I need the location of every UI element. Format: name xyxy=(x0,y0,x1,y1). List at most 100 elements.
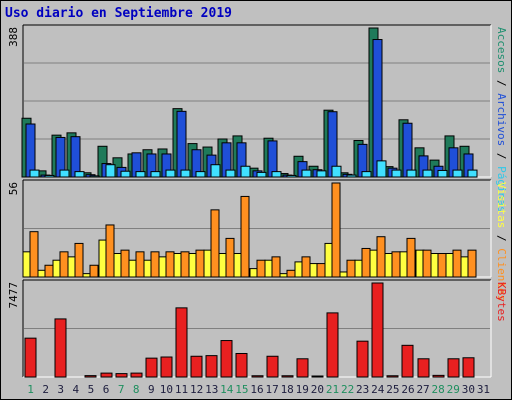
bar-clientes-day-15 xyxy=(240,195,250,278)
y-axis-label-part: Páginas xyxy=(495,166,508,212)
y-max-label: 388 xyxy=(7,27,20,47)
y-axis-label: KBytes xyxy=(495,282,508,322)
bar-clientes-day-8 xyxy=(135,251,145,278)
bar-pginas-day-3 xyxy=(59,169,70,178)
bar-kbytes-day-10 xyxy=(160,356,173,378)
x-tick-label: 15 xyxy=(235,383,248,396)
x-tick-label: 31 xyxy=(477,383,490,396)
bar-pginas-day-11 xyxy=(180,169,191,178)
x-tick-label: 2 xyxy=(42,383,49,396)
bar-pginas-day-19 xyxy=(301,169,312,178)
x-tick-label: 1 xyxy=(27,383,34,396)
x-tick-label: 28 xyxy=(432,383,445,396)
bar-clientes-day-23 xyxy=(361,247,371,278)
bar-clientes-day-16 xyxy=(256,259,266,278)
x-tick-label: 21 xyxy=(326,383,339,396)
bar-clientes-day-10 xyxy=(165,251,175,278)
bar-kbytes-day-9 xyxy=(145,357,158,378)
bar-pginas-day-14 xyxy=(225,169,236,178)
bar-kbytes-day-1 xyxy=(24,337,37,378)
bar-kbytes-day-26 xyxy=(401,344,414,378)
bar-kbytes-day-14 xyxy=(220,340,233,378)
x-tick-label: 5 xyxy=(88,383,95,396)
x-tick-label: 14 xyxy=(220,383,234,396)
y-axis-label-part: Clientes xyxy=(495,248,508,301)
x-tick-label: 17 xyxy=(265,383,278,396)
bar-pginas-day-17 xyxy=(271,171,282,178)
x-tick-label: 13 xyxy=(205,383,218,396)
bar-clientes-day-21 xyxy=(331,182,341,278)
bar-kbytes-day-28 xyxy=(432,374,445,378)
x-tick-label: 30 xyxy=(462,383,475,396)
bar-clientes-day-1 xyxy=(29,231,39,278)
bar-kbytes-day-19 xyxy=(296,358,309,378)
bar-kbytes-day-25 xyxy=(386,375,399,378)
x-tick-label: 10 xyxy=(160,383,173,396)
bar-pginas-day-9 xyxy=(150,171,161,178)
bar-pginas-day-23 xyxy=(361,171,372,178)
x-tick-label: 7 xyxy=(118,383,125,396)
bar-kbytes-day-3 xyxy=(54,318,67,378)
chart-title: Uso diario en Septiembre 2019 xyxy=(5,6,232,21)
bar-clientes-day-4 xyxy=(74,242,84,278)
x-tick-label: 19 xyxy=(296,383,309,396)
bar-pginas-day-4 xyxy=(74,171,85,178)
bar-kbytes-day-23 xyxy=(356,340,369,378)
bar-pginas-day-1 xyxy=(29,169,40,178)
x-tick-label: 3 xyxy=(57,383,64,396)
bar-pginas-day-13 xyxy=(210,164,221,178)
bar-pginas-day-30 xyxy=(467,169,478,178)
x-tick-label: 23 xyxy=(356,383,369,396)
x-tick-label: 8 xyxy=(133,383,140,396)
bar-clientes-day-20 xyxy=(316,263,326,278)
bar-pginas-day-27 xyxy=(422,169,433,178)
bar-clientes-day-12 xyxy=(195,249,205,278)
bar-kbytes-day-21 xyxy=(326,312,339,378)
bar-kbytes-day-15 xyxy=(235,352,248,378)
y-axis-label: Accesos / Archivos / Páginas xyxy=(495,27,508,212)
y-axis-label-part: / xyxy=(495,73,508,93)
bar-pginas-day-15 xyxy=(240,165,251,178)
bar-archivos-day-11 xyxy=(176,110,187,178)
bar-kbytes-day-17 xyxy=(266,355,279,378)
bar-pginas-day-24 xyxy=(376,160,387,178)
bar-pginas-day-5 xyxy=(89,175,100,178)
bar-clientes-day-18 xyxy=(286,269,296,278)
y-axis-label-part: Visitas xyxy=(495,182,508,228)
x-tick-label: 12 xyxy=(190,383,203,396)
bar-archivos-day-1 xyxy=(25,123,36,178)
bar-pginas-day-16 xyxy=(256,171,267,178)
bar-kbytes-day-20 xyxy=(311,375,324,378)
x-tick-label: 26 xyxy=(401,383,414,396)
bar-kbytes-day-13 xyxy=(205,355,218,378)
bar-clientes-day-19 xyxy=(301,256,311,278)
x-tick-label: 25 xyxy=(386,383,399,396)
bar-pginas-day-20 xyxy=(316,170,327,178)
bar-clientes-day-9 xyxy=(150,251,160,278)
bar-clientes-day-5 xyxy=(89,264,99,278)
x-tick-label: 24 xyxy=(371,383,385,396)
bar-kbytes-day-5 xyxy=(84,375,97,378)
y-axis-label-part: / xyxy=(495,228,508,248)
bar-kbytes-day-6 xyxy=(100,372,113,378)
y-axis-label-part: Archivos xyxy=(495,93,508,146)
bar-archivos-day-4 xyxy=(70,136,81,178)
bar-clientes-day-6 xyxy=(105,224,115,278)
bar-clientes-day-13 xyxy=(210,209,220,278)
x-tick-label: 18 xyxy=(281,383,294,396)
bar-pginas-day-8 xyxy=(135,171,146,178)
bar-kbytes-day-11 xyxy=(175,307,188,378)
bar-pginas-day-7 xyxy=(120,170,131,178)
x-tick-label: 22 xyxy=(341,383,354,396)
bar-kbytes-day-24 xyxy=(371,282,384,378)
y-axis-label: Visitas / Clientes xyxy=(495,182,508,301)
y-max-label: 7477 xyxy=(7,282,20,309)
bar-kbytes-day-30 xyxy=(462,357,475,378)
bar-kbytes-day-8 xyxy=(130,372,143,378)
bar-pginas-day-2 xyxy=(44,174,55,178)
x-tick-label: 6 xyxy=(103,383,110,396)
bar-kbytes-day-16 xyxy=(251,375,264,378)
bar-clientes-day-27 xyxy=(422,249,432,278)
x-tick-label: 29 xyxy=(447,383,460,396)
bar-clientes-day-30 xyxy=(467,249,477,278)
